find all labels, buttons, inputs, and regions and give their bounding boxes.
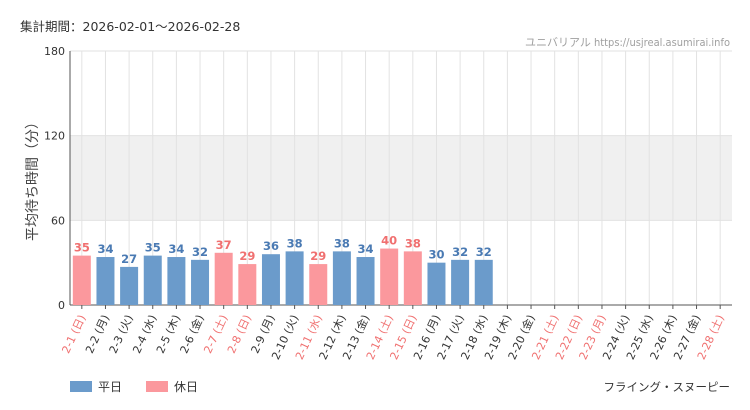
bar-value-label: 35 [145,241,161,255]
bar-value-label: 34 [168,242,184,256]
bar [191,259,210,305]
period-label: 集計期間：2026-02-01～2026-02-28 [20,19,241,34]
y-tick-label: 120 [44,130,65,143]
bar [380,248,399,305]
bar [332,251,351,305]
bar [143,255,162,305]
bar-value-label: 35 [74,241,90,255]
bar [120,266,139,305]
bar-value-label: 34 [97,242,113,256]
bar-value-label: 29 [239,249,255,263]
bar [261,254,280,305]
bar [309,264,328,305]
bar [285,251,304,305]
bar [474,259,493,305]
legend-holiday: 休日 [146,378,198,395]
bar-value-label: 27 [121,252,137,266]
bar-value-label: 37 [216,238,232,252]
attraction-name: フライング・スヌーピー [603,380,731,394]
bar-value-label: 38 [287,236,303,250]
legend-weekday-label: 平日 [98,380,123,394]
bar [214,252,233,305]
y-tick-label: 180 [44,45,65,58]
legend-holiday-swatch [146,381,169,392]
bar-value-label: 40 [381,234,397,248]
y-tick-label: 60 [51,214,65,227]
source-credit: ユニバリアル https://usjreal.asumirai.info [524,36,730,49]
bar [403,251,422,305]
legend: 平日 休日 [70,378,222,395]
legend-holiday-label: 休日 [174,380,199,394]
bar-value-label: 36 [263,239,279,253]
legend-weekday-swatch [70,381,92,392]
bar [167,257,186,305]
bar-value-label: 32 [476,245,492,259]
y-tick-label: 0 [58,299,65,312]
bar [451,259,470,305]
y-axis-label: 平均待ち時間（分） [25,115,41,241]
bar-value-label: 30 [428,248,444,262]
bar [356,257,375,305]
bar [427,262,446,305]
bar [72,255,91,305]
chart-band [70,135,732,221]
bar-value-label: 32 [192,245,208,259]
bar-value-label: 38 [334,236,350,250]
bar-value-label: 38 [405,236,421,250]
bar [96,257,115,305]
legend-weekday: 平日 [70,378,122,395]
bar [238,264,257,305]
bar-value-label: 32 [452,245,468,259]
bar-value-label: 29 [310,249,326,263]
bar-value-label: 34 [358,242,374,256]
